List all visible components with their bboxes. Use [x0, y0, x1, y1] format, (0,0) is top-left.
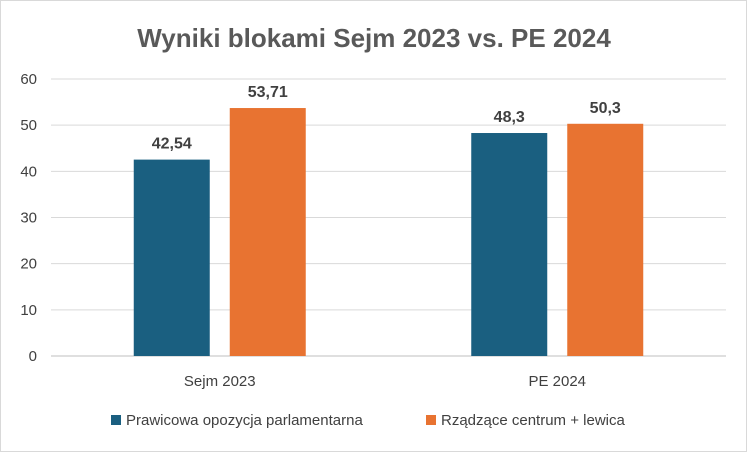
category-label: Sejm 2023 [184, 373, 256, 390]
bar [471, 133, 548, 356]
y-tick-label: 40 [20, 163, 37, 180]
y-tick-label: 20 [20, 256, 37, 273]
y-axis-ticks: 0 10 20 30 40 50 60 [20, 71, 37, 365]
legend-label: Rządzące centrum + lewica [441, 412, 625, 429]
x-axis-categories: Sejm 2023 PE 2024 [184, 373, 586, 390]
data-labels: 42,54 53,71 48,3 50,3 [152, 84, 621, 153]
bar [229, 108, 306, 356]
bar [567, 123, 644, 356]
data-label: 48,3 [494, 109, 525, 126]
y-tick-label: 10 [20, 302, 37, 319]
legend-label: Prawicowa opozycja parlamentarna [126, 412, 363, 429]
legend-swatch [111, 415, 121, 425]
y-tick-label: 60 [20, 71, 37, 88]
bars [133, 108, 644, 356]
bar [133, 159, 210, 356]
chart-title: Wyniki blokami Sejm 2023 vs. PE 2024 [137, 23, 611, 53]
data-label: 53,71 [248, 84, 288, 101]
y-tick-label: 0 [29, 348, 37, 365]
legend-swatch [426, 415, 436, 425]
category-label: PE 2024 [528, 373, 586, 390]
legend: Prawicowa opozycja parlamentarna Rządzące… [111, 412, 625, 429]
y-tick-label: 50 [20, 117, 37, 134]
y-tick-label: 30 [20, 210, 37, 227]
data-label: 50,3 [590, 100, 621, 117]
data-label: 42,54 [152, 136, 192, 153]
